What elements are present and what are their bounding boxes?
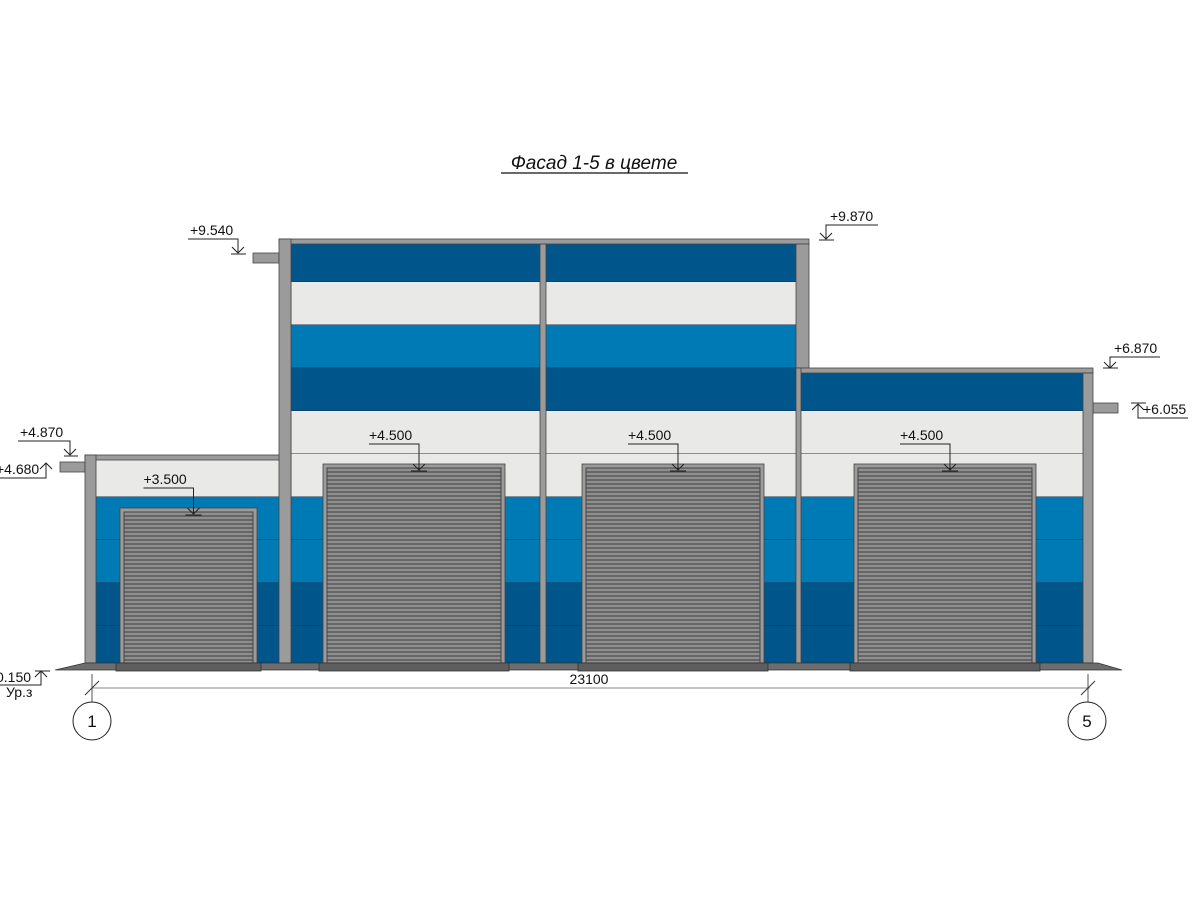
elev-arrow-icon: [143, 487, 202, 516]
top-canopy: [252, 252, 280, 264]
elev-right-roof: +6.870: [1114, 340, 1157, 356]
door-elevation-mark: +3.500: [144, 471, 187, 487]
elev-arrow-icon: [0, 670, 50, 686]
door-elevation-mark: +4.500: [369, 427, 412, 443]
elev-arrow-icon: [628, 443, 686, 472]
door-1: +3.500: [115, 471, 262, 672]
drawing-title: Фасад 1-5 в цвете: [511, 153, 678, 174]
center-divider-column: [539, 243, 547, 664]
column: [795, 367, 802, 664]
elev-center-roof-left: +9.540: [190, 222, 233, 238]
axis-marker-1: 1: [72, 701, 112, 741]
roller-doors: +3.500 +4.500 +4.500 +4.500: [115, 427, 1041, 672]
door-threshold: [318, 662, 510, 672]
wall-panel: [801, 373, 1083, 411]
ground-level-label: Ур.з: [6, 684, 32, 700]
door-elevation-mark: +4.500: [628, 427, 671, 443]
door-threshold: [115, 662, 262, 672]
elev-right-canopy: +6.055: [1143, 401, 1186, 417]
center-right-column: [795, 243, 810, 369]
right-wall-column: [1082, 372, 1094, 664]
svg-text:5: 5: [1082, 712, 1091, 731]
door-shutter: [857, 467, 1033, 664]
wall-panel: [96, 460, 288, 497]
elev-center-roof-right: +9.870: [830, 208, 873, 224]
door-shutter: [585, 467, 761, 664]
center-roof-parapet: [278, 238, 810, 245]
elev-arrow-icon: [819, 224, 878, 241]
elev-left-canopy: +4.680: [0, 461, 39, 477]
axis-marker-5: 5: [1067, 701, 1107, 741]
wall-panel: [801, 411, 1083, 454]
elev-arrow-icon: [1103, 356, 1160, 369]
center-left-column: [278, 238, 292, 664]
right-canopy: [1092, 402, 1119, 414]
door-shutter: [326, 467, 502, 664]
elev-left-roof: +4.870: [20, 424, 63, 440]
elev-arrow-icon: [1131, 402, 1188, 419]
elevation-marks: +4.870 +4.680 +9.540 +9.870 +6.870 +6.05…: [0, 208, 1188, 700]
door-2: +4.500: [318, 427, 510, 672]
door-threshold: [849, 662, 1041, 672]
overall-dimension: 23100: [570, 671, 609, 687]
elev-arrow-icon: [18, 440, 78, 457]
door-3: +4.500: [577, 427, 769, 672]
door-threshold: [577, 662, 769, 672]
left-wall-column: [84, 454, 97, 664]
left-canopy: [59, 461, 86, 473]
elev-arrow-icon: [0, 462, 53, 479]
elev-arrow-icon: [369, 443, 427, 472]
elev-ground: 0.150: [0, 669, 31, 685]
left-roof-parapet: [84, 454, 292, 461]
dimension-line: 23100: [84, 671, 1096, 702]
svg-text:1: 1: [87, 712, 96, 731]
right-roof-parapet: [795, 367, 1094, 374]
door-4: +4.500: [849, 427, 1041, 672]
door-elevation-mark: +4.500: [900, 427, 943, 443]
elev-arrow-icon: [900, 443, 958, 472]
elev-arrow-icon: [188, 238, 246, 255]
